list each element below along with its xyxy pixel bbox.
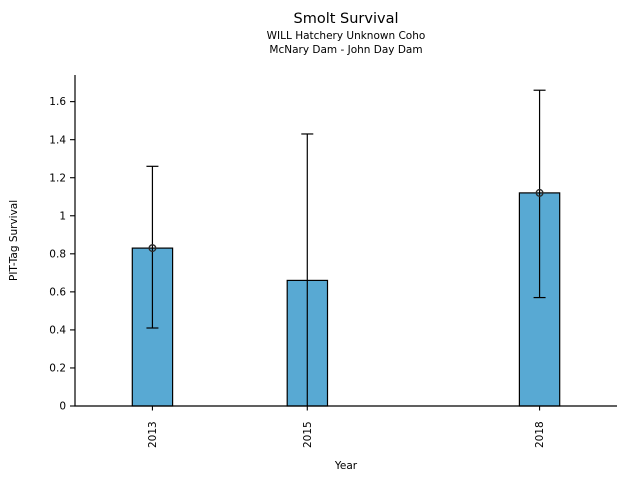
x-tick-label: 2018 <box>534 421 546 448</box>
x-axis-label: Year <box>334 460 358 472</box>
title-block: Smolt Survival WILL Hatchery Unknown Coh… <box>75 10 617 57</box>
x-tick-label: 2013 <box>147 421 159 448</box>
y-tick-label: 1.2 <box>49 172 66 184</box>
y-tick-label: 0.6 <box>49 287 66 299</box>
y-tick-label: 1.6 <box>49 96 66 108</box>
y-tick-label: 0.4 <box>49 325 66 337</box>
chart-subtitle-line2: McNary Dam - John Day Dam <box>269 44 423 56</box>
chart-title: Smolt Survival <box>293 11 399 27</box>
point-marker <box>148 244 157 253</box>
x-tick-label: 2015 <box>302 421 314 448</box>
y-tick-label: 0.8 <box>49 248 66 260</box>
chart-subtitle-line1: WILL Hatchery Unknown Coho <box>266 30 426 42</box>
y-tick-label: 1 <box>59 210 66 222</box>
point-marker <box>535 188 544 197</box>
y-tick-label: 0.2 <box>49 363 66 375</box>
y-tick-label: 0 <box>59 401 66 413</box>
y-tick-label: 1.4 <box>49 134 66 146</box>
